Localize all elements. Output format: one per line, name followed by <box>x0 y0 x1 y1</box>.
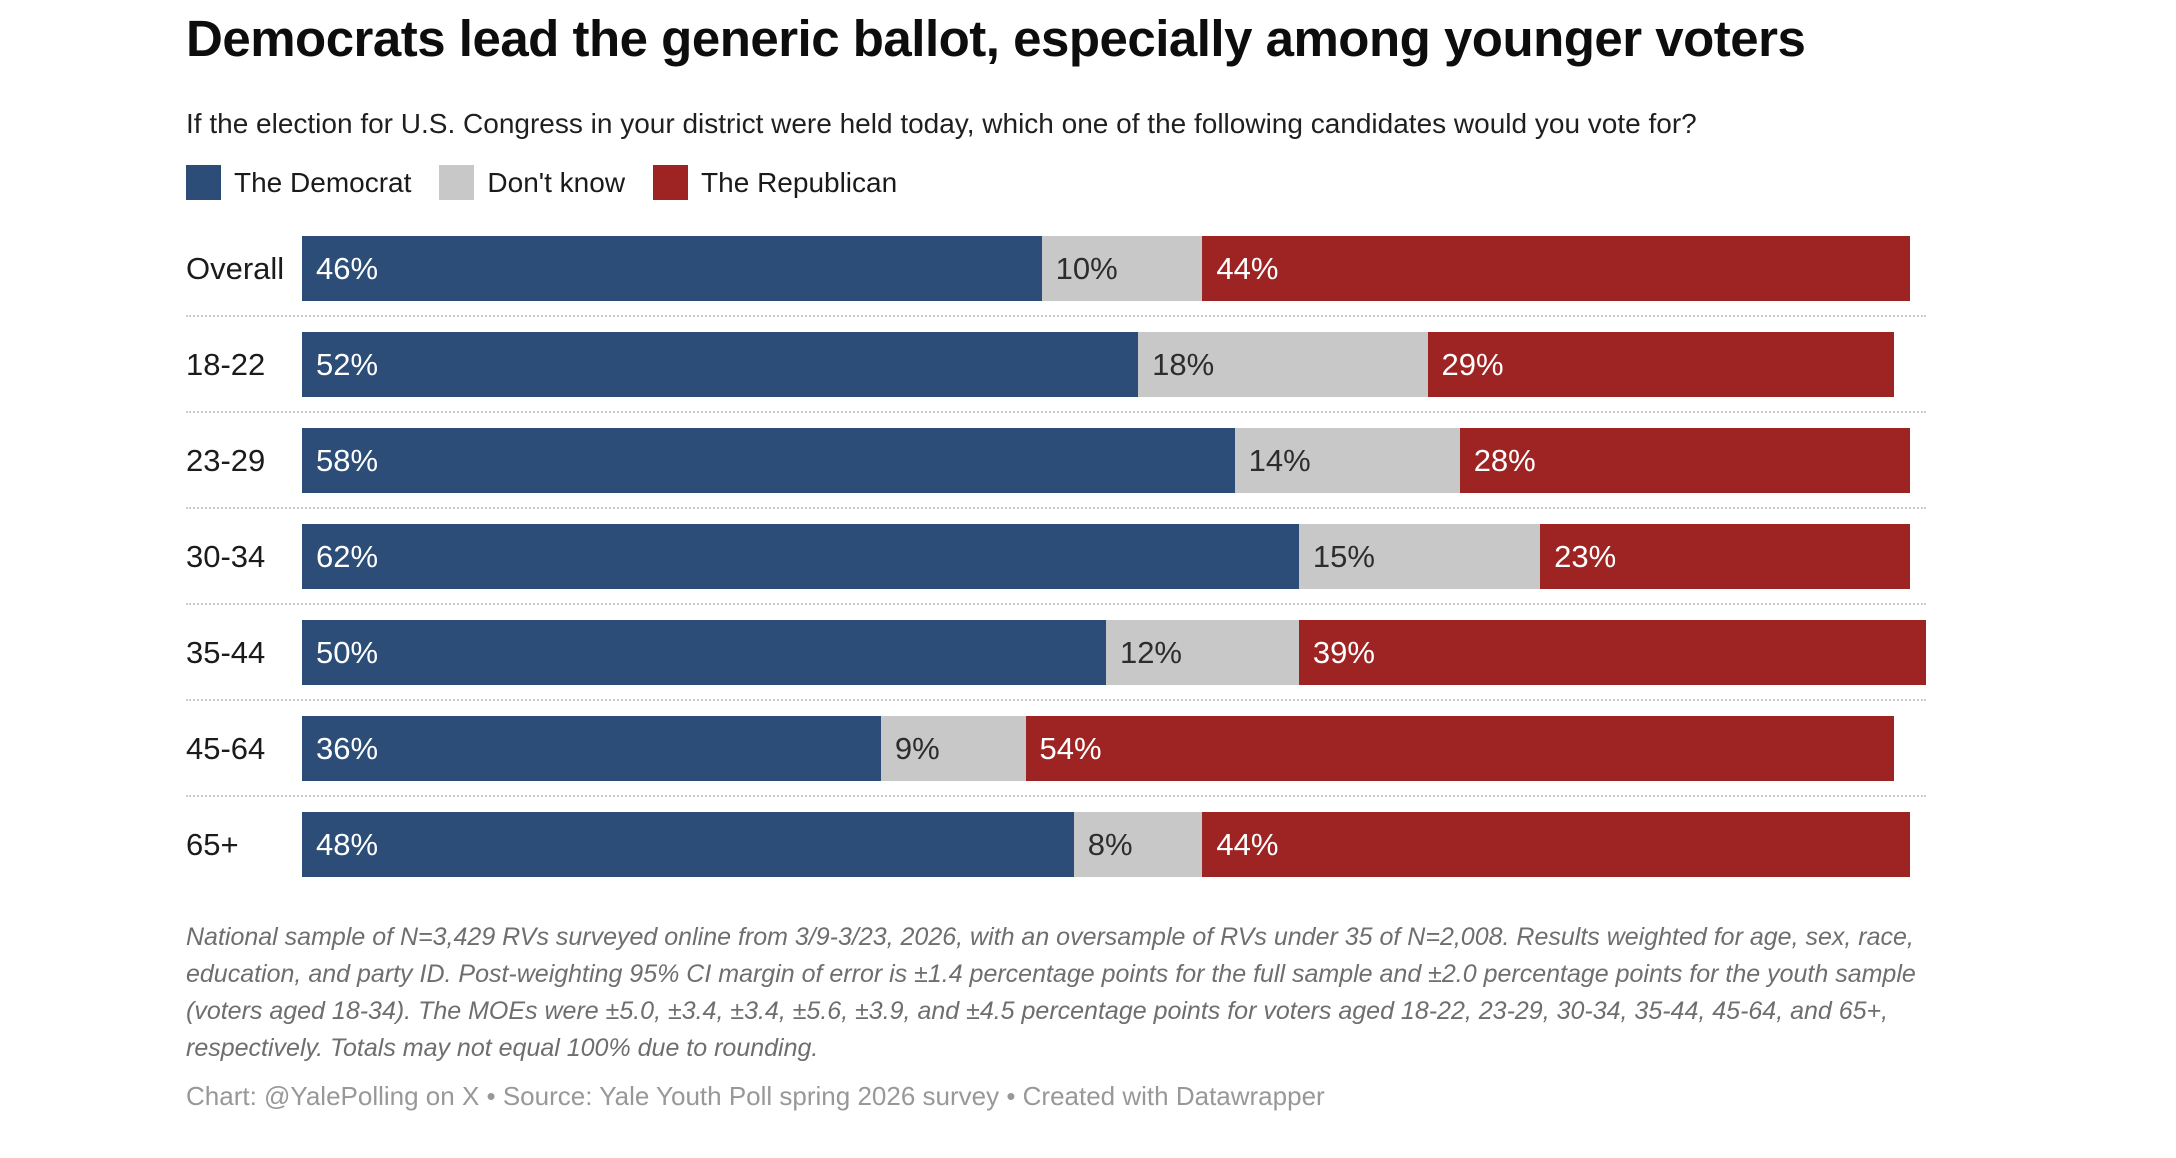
bar-value-label: 28% <box>1473 442 1536 478</box>
legend-item-dont-know: Don't know <box>439 165 625 200</box>
row-label: 30-34 <box>186 538 266 574</box>
legend: The Democrat Don't know The Republican <box>186 165 1926 200</box>
bar-row: 45-64 36% 9% 54% <box>186 699 1926 781</box>
chart-title: Democrats lead the generic ballot, espec… <box>186 10 1806 67</box>
legend-swatch-democrat <box>186 165 221 200</box>
bar-value-label: 54% <box>1039 730 1102 766</box>
bar-segment-dont-know: 14% <box>1234 428 1460 493</box>
bar: 52% 18% 29% <box>302 332 1926 397</box>
bar-row: Overall 46% 10% 44% <box>186 236 1926 301</box>
bar-segment-republican: 39% <box>1298 620 1926 685</box>
row-label: 35-44 <box>186 634 266 670</box>
bar-segment-democrat: 46% <box>302 236 1042 301</box>
bar-segment-republican: 54% <box>1025 716 1894 781</box>
bar-row: 18-22 52% 18% 29% <box>186 315 1926 397</box>
bar-row: 65+ 48% 8% 44% <box>186 795 1926 877</box>
bar-segment-dont-know: 15% <box>1298 524 1541 589</box>
bar-value-label: 29% <box>1441 346 1504 382</box>
bar-segment-republican: 28% <box>1459 428 1910 493</box>
bar: 46% 10% 44% <box>302 236 1926 301</box>
chart-container: Democrats lead the generic ballot, espec… <box>186 0 1926 1111</box>
bar-segment-dont-know: 12% <box>1105 620 1299 685</box>
bar-segment-democrat: 52% <box>302 332 1139 397</box>
bar-value-label: 46% <box>316 250 379 286</box>
chart-subtitle: If the election for U.S. Congress in you… <box>186 108 1697 139</box>
bar-chart: Overall 46% 10% 44% 18-22 52% 18% 29% 23-29 58% 14… <box>186 236 1926 877</box>
bar-value-label: 44% <box>1216 826 1279 862</box>
bar-row: 30-34 62% 15% 23% <box>186 507 1926 589</box>
bar-value-label: 39% <box>1312 634 1375 670</box>
bar-value-label: 15% <box>1312 538 1375 574</box>
legend-label: Don't know <box>487 166 626 198</box>
bar-value-label: 50% <box>316 634 379 670</box>
bar-value-label: 48% <box>316 826 379 862</box>
row-label: 45-64 <box>186 730 266 766</box>
bar-segment-republican: 23% <box>1540 524 1910 589</box>
bar-value-label: 36% <box>316 730 379 766</box>
row-label: 23-29 <box>186 442 266 478</box>
legend-swatch-dont-know <box>439 165 475 200</box>
bar-segment-dont-know: 9% <box>880 716 1026 781</box>
legend-label: The Democrat <box>234 166 412 198</box>
bar-segment-republican: 44% <box>1202 812 1910 877</box>
legend-swatch-republican <box>653 165 689 200</box>
bar-value-label: 52% <box>316 346 379 382</box>
bar-value-label: 9% <box>894 730 940 766</box>
bar-row: 23-29 58% 14% 28% <box>186 411 1926 493</box>
bar: 58% 14% 28% <box>302 428 1926 493</box>
bar: 50% 12% 39% <box>302 620 1926 685</box>
legend-item-democrat: The Democrat <box>186 165 411 200</box>
legend-item-republican: The Republican <box>653 165 897 200</box>
bar-segment-dont-know: 10% <box>1041 236 1203 301</box>
bar-segment-dont-know: 8% <box>1073 812 1203 877</box>
bar-segment-democrat: 48% <box>302 812 1074 877</box>
bar-segment-democrat: 36% <box>302 716 881 781</box>
bar-value-label: 8% <box>1087 826 1133 862</box>
bar: 36% 9% 54% <box>302 716 1926 781</box>
bar: 62% 15% 23% <box>302 524 1926 589</box>
bar-value-label: 18% <box>1152 346 1215 382</box>
bar-segment-democrat: 50% <box>302 620 1106 685</box>
bar-segment-republican: 29% <box>1427 332 1894 397</box>
chart-footnote: National sample of N=3,429 RVs surveyed … <box>186 923 1916 1062</box>
bar-value-label: 44% <box>1216 250 1279 286</box>
bar-segment-democrat: 58% <box>302 428 1235 493</box>
bar-value-label: 23% <box>1554 538 1617 574</box>
bar-row: 35-44 50% 12% 39% <box>186 603 1926 685</box>
bar-value-label: 14% <box>1248 442 1311 478</box>
legend-label: The Republican <box>701 166 898 198</box>
bar-segment-democrat: 62% <box>302 524 1299 589</box>
bar-segment-republican: 44% <box>1202 236 1910 301</box>
bar-value-label: 10% <box>1055 250 1118 286</box>
chart-credit: Chart: @YalePolling on X • Source: Yale … <box>186 1081 1325 1111</box>
row-label: 18-22 <box>186 346 266 382</box>
bar: 48% 8% 44% <box>302 812 1926 877</box>
row-label: Overall <box>186 250 285 286</box>
bar-value-label: 62% <box>316 538 379 574</box>
bar-segment-dont-know: 18% <box>1138 332 1428 397</box>
bar-value-label: 12% <box>1119 634 1182 670</box>
bar-value-label: 58% <box>316 442 379 478</box>
row-label: 65+ <box>186 826 239 862</box>
